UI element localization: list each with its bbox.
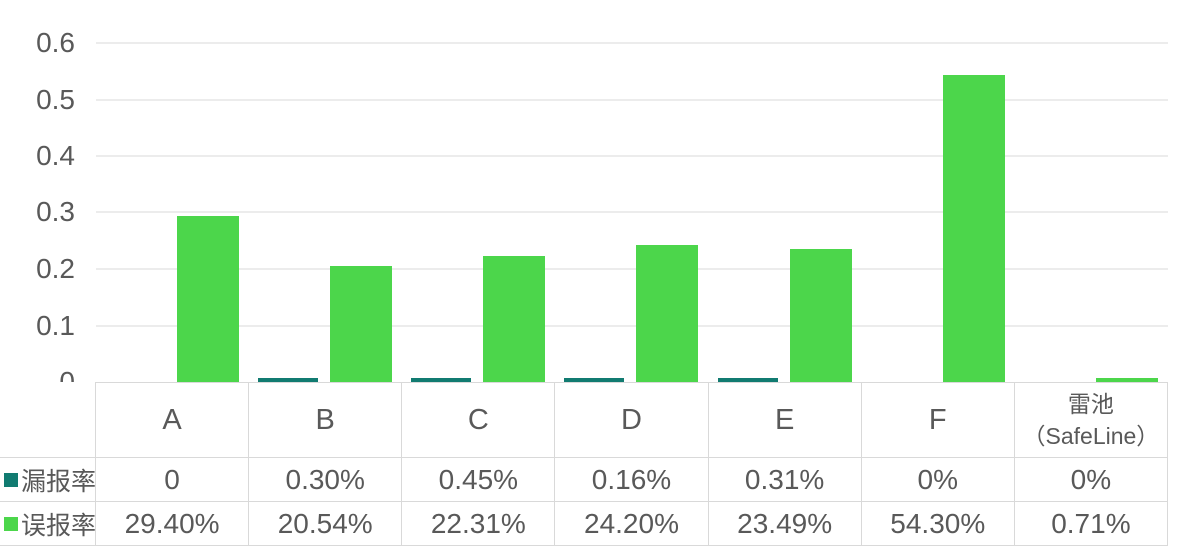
bar-误报率-B [330,266,392,382]
y-tick-label: 0.2 [36,253,75,284]
category-header-C: C [402,382,556,458]
y-tick-label: 0.1 [36,310,75,341]
bar-漏报率-B [258,378,318,382]
value-漏报率-C: 0.45% [402,458,556,502]
table-corner-cell [0,382,96,458]
category-header-D: D [555,382,709,458]
category-label: B [315,403,335,436]
bar-误报率-F [943,75,1005,382]
category-label: A [162,403,182,436]
value-误报率-F: 54.30% [861,502,1015,546]
category-header-B: B [249,382,403,458]
bar-漏报率-C [411,378,471,382]
series-name: 漏报率 [21,467,97,496]
bar-误报率-E [790,249,852,382]
y-tick-label: 0.6 [36,27,75,58]
category-header-E: E [708,382,862,458]
series-legend-漏报率: 漏报率 [0,458,96,502]
value-误报率-A: 29.40% [96,502,250,546]
category-label-line: （SafeLine） [1022,423,1160,449]
category-label-line: 雷池 [1067,391,1114,417]
value-漏报率-A: 0 [96,458,250,502]
value-漏报率-E: 0.31% [708,458,862,502]
gridline-0.4 [96,155,1168,157]
category-label: F [928,403,947,436]
value-误报率-B: 20.54% [249,502,403,546]
bar-误报率-D [636,245,698,382]
bar-误报率-C [483,256,545,382]
y-tick-label: 0.3 [36,196,75,227]
value-误报率-C: 22.31% [402,502,556,546]
gridline-0.5 [96,99,1168,101]
bar-误报率-A [177,216,239,382]
series-name: 误报率 [21,511,97,540]
bar-漏报率-E [718,378,778,382]
legend-swatch [4,516,18,531]
value-误报率-D: 24.20% [555,502,709,546]
value-漏报率-F: 0% [861,458,1015,502]
data-table: A B C D E F 雷池 （SafeLine） 漏报率 0 0.30% 0.45% 0.16% 0.3… [0,382,1168,546]
category-label: E [774,403,795,436]
bar-误报率-雷池（SafeLine） [1096,378,1158,382]
value-漏报率-雷池（SafeLine）: 0% [1014,458,1168,502]
category-header-雷池（SafeLine）: 雷池 （SafeLine） [1014,382,1168,458]
gridline-0.2 [96,268,1168,270]
category-header-F: F [861,382,1015,458]
value-误报率-E: 23.49% [708,502,862,546]
y-tick-label: 0.4 [36,140,75,171]
category-header-A: A [96,382,250,458]
category-label: D [621,403,642,436]
bar-漏报率-D [564,378,624,382]
gridline-0.1 [96,325,1168,327]
series-legend-误报率: 误报率 [0,502,96,546]
legend-swatch [4,472,18,487]
value-误报率-雷池（SafeLine）: 0.71% [1014,502,1168,546]
y-tick-label: 0.5 [36,84,75,115]
gridline-0.3 [96,211,1168,213]
value-漏报率-B: 0.30% [249,458,403,502]
value-漏报率-D: 0.16% [555,458,709,502]
gridline-0.6 [96,42,1168,44]
category-label: C [467,403,489,436]
